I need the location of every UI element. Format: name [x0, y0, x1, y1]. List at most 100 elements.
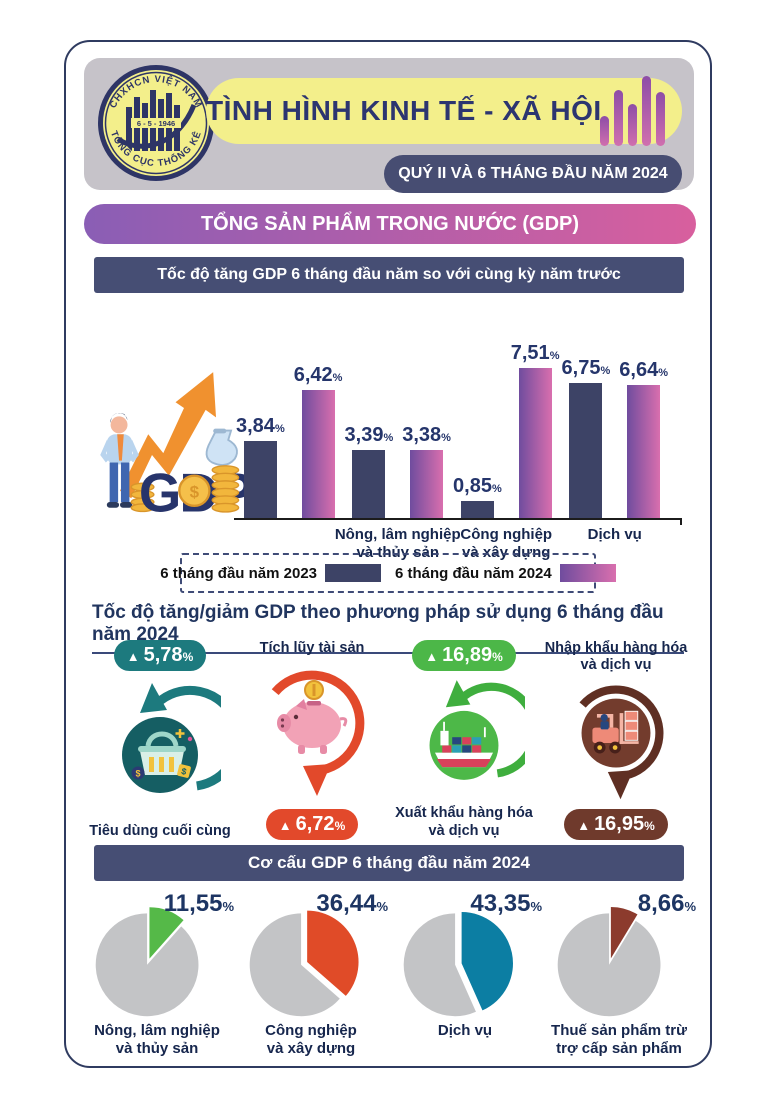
- pie-svg: [95, 907, 199, 1017]
- bar-category-label: Dịch vụ: [587, 526, 642, 543]
- chart-legend: 6 tháng đầu năm 2023 6 tháng đầu năm 202…: [160, 553, 616, 593]
- bar-group-3: 6,75% 6,64% Dịch vụ: [561, 357, 668, 543]
- up-triangle-icon: ▲: [126, 649, 140, 664]
- bar-y2024: 7,51%: [510, 341, 560, 518]
- pie-svg: [249, 910, 359, 1017]
- bar-value-label: 7,51%: [510, 341, 560, 364]
- page-title: TÌNH HÌNH KINH TẾ - XÃ HỘI: [206, 95, 602, 126]
- bar-group-0: 3,84% 6,42%: [236, 364, 342, 518]
- accumulation-value-pill: ▲ 6,72%: [265, 808, 359, 840]
- bar-value-label: 6,75%: [561, 357, 611, 379]
- usage-item-imports: Nhập khẩu hàng hóa và dịch vụ ▲ 16,95%: [540, 640, 692, 840]
- growth-bar-chart: GDP $ 3,84% 6,42% 3,39% 3,38% Nông, lâm nghi…: [84, 296, 692, 561]
- pie-rest-slice: [249, 913, 340, 1017]
- usage-item-accumulation: Tích lũy tài sản ▲ 6,72%: [236, 640, 388, 840]
- pie-highlight-slice: [149, 907, 184, 959]
- cargo-ship-icon: [429, 680, 525, 780]
- report-period-badge: QUÝ II VÀ 6 THÁNG ĐẦU NĂM 2024: [384, 155, 682, 193]
- pie-figure: 8,66%: [542, 890, 696, 1017]
- bar-value-label: 3,39%: [344, 424, 394, 447]
- pie-value-label: 11,55%: [163, 890, 234, 917]
- up-triangle-icon: ▲: [278, 817, 292, 833]
- usage-grid: ▲ 5,78% $ $ Tiêu dù: [84, 640, 692, 840]
- forklift-icon: [579, 685, 664, 800]
- legend-swatch-2024: [559, 564, 616, 582]
- bar-2023: [352, 450, 386, 518]
- pie-category-label: Thuế sản phẩm trừ trợ cấp sản phẩm: [551, 1022, 687, 1057]
- infographic-card: 6 - 5 - 1946 CHXHCN VIỆT NAM TỔNG CỤC TH…: [64, 40, 712, 1068]
- bar-2024: [627, 385, 661, 518]
- shopping-basket-icon: $ $: [122, 682, 221, 793]
- bar-y2024: 3,38%: [402, 424, 451, 518]
- bar-y2023: 3,84%: [236, 415, 285, 518]
- pie-charts-row: 11,55% Nông, lâm nghiệp và thủy sản 36,44%…: [80, 890, 696, 1062]
- bar-y2023: 0,85%: [453, 475, 502, 518]
- bar-y2023: 6,75%: [561, 357, 611, 518]
- svg-text:$: $: [135, 768, 140, 778]
- pie-category-label: Dịch vụ: [437, 1022, 493, 1039]
- bar-value-label: 3,38%: [402, 424, 451, 447]
- legend-label-2024: 6 tháng đầu năm 2024: [395, 564, 552, 582]
- bar-category-label: Công nghiệp và xây dựng: [460, 526, 553, 561]
- pie-svg: [557, 907, 661, 1017]
- usage-item-exports: ▲ 16,89% Xuất khẩu hàng hóa và dịch vụ: [388, 640, 540, 840]
- up-triangle-icon: ▲: [577, 818, 591, 833]
- pie-category-label: Công nghiệp và xây dựng: [265, 1022, 357, 1057]
- pie-rest-slice: [557, 913, 661, 1017]
- pie-highlight-slice: [461, 912, 513, 1011]
- legend-item-2024: 6 tháng đầu năm 2024: [395, 564, 616, 582]
- pie-svg: [403, 912, 513, 1017]
- bar-y2024: 6,64%: [619, 359, 668, 518]
- accumulation-label: Tích lũy tài sản: [259, 640, 365, 656]
- pie-rest-slice: [95, 913, 199, 1017]
- logo-year-text: 6 - 5 - 1946: [137, 119, 175, 128]
- pie-value-label: 43,35%: [470, 890, 542, 917]
- legend-item-2023: 6 tháng đầu năm 2023: [160, 564, 381, 582]
- pie-chart-2: 43,35% Dịch vụ: [388, 890, 542, 1062]
- pie-figure: 36,44%: [234, 890, 388, 1017]
- bar-2023: [243, 441, 277, 518]
- bar-2024: [301, 389, 335, 518]
- pie-highlight-slice: [610, 907, 638, 959]
- consumption-value-pill: ▲ 5,78%: [113, 640, 207, 671]
- legend-swatch-2023: [325, 564, 381, 582]
- bar-2023: [569, 383, 603, 518]
- pie-chart-1: 36,44% Công nghiệp và xây dựng: [234, 890, 388, 1062]
- pie-figure: 43,35%: [388, 890, 542, 1017]
- svg-text:$: $: [180, 766, 187, 777]
- bar-y2024: 6,42%: [293, 363, 343, 518]
- gso-logo: 6 - 5 - 1946 CHXHCN VIỆT NAM TỔNG CỤC TH…: [98, 65, 214, 181]
- piggy-bank-icon: [271, 670, 365, 797]
- pie-rest-slice: [403, 913, 476, 1017]
- bar-value-label: 6,64%: [619, 359, 668, 382]
- bar-2024: [518, 367, 552, 518]
- pie-highlight-slice: [307, 910, 359, 996]
- bar-category-label: Nông, lâm nghiệp và thủy sản: [334, 526, 461, 561]
- pie-figure: 11,55%: [80, 890, 234, 1017]
- bar-group-1: 3,39% 3,38% Nông, lâm nghiệp và thủy sản: [335, 424, 461, 561]
- bar-groups: 3,84% 6,42% 3,39% 3,38% Nông, lâm nghiệp và …: [236, 296, 668, 561]
- growth-chart-title: Tốc độ tăng GDP 6 tháng đầu năm so với c…: [94, 257, 684, 293]
- structure-section-title: Cơ cấu GDP 6 tháng đầu năm 2024: [94, 845, 684, 881]
- imports-label: Nhập khẩu hàng hóa và dịch vụ: [544, 640, 688, 674]
- imports-value-pill: ▲ 16,95%: [564, 809, 668, 840]
- bar-y2023: 3,39%: [344, 424, 394, 518]
- pie-value-label: 36,44%: [316, 890, 388, 917]
- bar-value-label: 6,42%: [293, 363, 343, 386]
- exports-label: Xuất khẩu hàng hóa và dịch vụ: [395, 805, 533, 839]
- pie-chart-3: 8,66% Thuế sản phẩm trừ trợ cấp sản phẩm: [542, 890, 696, 1062]
- up-triangle-icon: ▲: [425, 649, 439, 664]
- chart-axis-line: [234, 518, 682, 525]
- pie-chart-0: 11,55% Nông, lâm nghiệp và thủy sản: [80, 890, 234, 1062]
- legend-label-2023: 6 tháng đầu năm 2023: [160, 564, 317, 582]
- svg-text:$: $: [190, 482, 200, 501]
- bar-group-2: 0,85% 7,51% Công nghiệp và xây dựng: [453, 341, 560, 561]
- header: 6 - 5 - 1946 CHXHCN VIỆT NAM TỔNG CỤC TH…: [84, 58, 694, 193]
- bar-2024: [410, 450, 444, 518]
- gdp-growth-illustration: GDP $: [100, 372, 248, 519]
- gdp-section-banner: TỔNG SẢN PHẨM TRONG NƯỚC (GDP): [84, 204, 696, 244]
- bar-2023: [460, 501, 494, 518]
- bar-value-label: 3,84%: [236, 415, 285, 438]
- usage-item-consumption: ▲ 5,78% $ $ Tiêu dù: [84, 640, 236, 840]
- pie-value-label: 8,66%: [637, 890, 696, 917]
